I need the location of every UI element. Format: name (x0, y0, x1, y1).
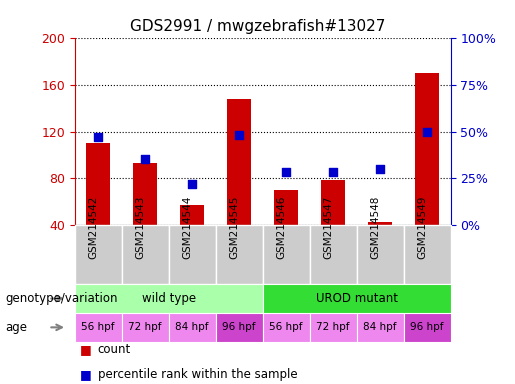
Bar (216, 225, 263, 284)
Bar (87, 143, 110, 271)
Text: 56 hpf: 56 hpf (81, 322, 115, 333)
Bar (228, 99, 251, 271)
Text: GSM214545: GSM214545 (229, 196, 239, 259)
Text: wild type: wild type (142, 292, 196, 305)
Text: 96 hpf: 96 hpf (222, 322, 256, 333)
Text: 84 hpf: 84 hpf (176, 322, 209, 333)
Bar (75, 225, 122, 284)
Text: 96 hpf: 96 hpf (410, 322, 444, 333)
Bar (310, 313, 356, 342)
Bar (263, 313, 310, 342)
Text: 84 hpf: 84 hpf (364, 322, 397, 333)
Bar (75, 284, 263, 313)
Text: ■: ■ (80, 343, 92, 356)
Text: GSM214546: GSM214546 (276, 196, 286, 259)
Bar (356, 313, 404, 342)
Text: GSM214542: GSM214542 (88, 196, 98, 259)
Point (423, 128, 431, 135)
Text: UROD mutant: UROD mutant (316, 292, 398, 305)
Bar (122, 225, 168, 284)
Point (94, 134, 102, 140)
Text: 72 hpf: 72 hpf (128, 322, 162, 333)
Point (329, 169, 337, 175)
Bar (321, 180, 345, 271)
Bar (356, 225, 404, 284)
Text: GSM214548: GSM214548 (370, 196, 380, 259)
Bar (168, 313, 216, 342)
Text: GSM214549: GSM214549 (417, 196, 427, 259)
Point (282, 169, 290, 175)
Bar (168, 225, 216, 284)
Bar (263, 225, 310, 284)
Bar (368, 222, 392, 271)
Bar (404, 313, 451, 342)
Bar (274, 190, 298, 271)
Point (141, 156, 149, 162)
Bar (310, 225, 356, 284)
Bar (216, 313, 263, 342)
Point (188, 180, 196, 187)
Bar (75, 313, 122, 342)
Bar (122, 313, 168, 342)
Text: 56 hpf: 56 hpf (269, 322, 303, 333)
Text: GSM214547: GSM214547 (323, 196, 333, 259)
Text: GSM214544: GSM214544 (182, 196, 192, 259)
Text: 72 hpf: 72 hpf (316, 322, 350, 333)
Text: age: age (5, 321, 27, 334)
Bar (133, 163, 157, 271)
Bar (416, 73, 439, 271)
Text: GSM214543: GSM214543 (135, 196, 145, 259)
Text: GDS2991 / mwgzebrafish#13027: GDS2991 / mwgzebrafish#13027 (130, 19, 385, 34)
Bar (404, 225, 451, 284)
Point (235, 132, 243, 138)
Text: count: count (98, 343, 131, 356)
Text: percentile rank within the sample: percentile rank within the sample (98, 368, 298, 381)
Point (376, 166, 384, 172)
Text: genotype/variation: genotype/variation (5, 292, 117, 305)
Text: ■: ■ (80, 368, 92, 381)
Bar (180, 205, 204, 271)
Bar (263, 284, 451, 313)
